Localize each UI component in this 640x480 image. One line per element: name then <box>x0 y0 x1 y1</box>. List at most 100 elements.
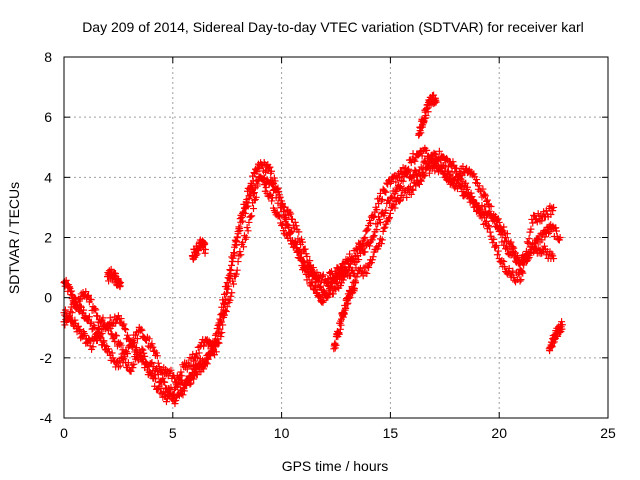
y-tick-label: -4 <box>40 410 53 426</box>
data-point-interp <box>345 293 353 301</box>
data-point-interp <box>524 239 532 247</box>
data-point-interp <box>134 356 142 364</box>
data-point-interp <box>369 214 377 222</box>
data-point <box>365 264 373 272</box>
data-point-interp <box>525 235 533 243</box>
data-point-interp <box>237 218 245 226</box>
data-point-interp <box>276 213 284 221</box>
data-point-interp <box>159 374 167 382</box>
data-point-interp <box>235 223 243 231</box>
data-point <box>245 218 253 226</box>
data-point-interp <box>177 368 185 376</box>
data-point-interp <box>209 347 217 355</box>
data-point-interp <box>286 228 294 236</box>
data-point-interp <box>502 234 510 242</box>
series-fragment-dip-13 <box>330 277 360 353</box>
data-point-interp <box>481 214 489 222</box>
data-point-interp <box>149 343 157 351</box>
data-point-interp <box>463 183 471 191</box>
data-point-interp <box>138 326 146 334</box>
data-point-interp <box>473 176 481 184</box>
data-point-interp <box>301 245 309 253</box>
data-point-interp <box>361 234 369 242</box>
data-point-interp <box>201 240 209 248</box>
data-point-interp <box>153 367 161 375</box>
data-point-interp <box>145 335 153 343</box>
data-point <box>354 246 362 254</box>
data-point-interp <box>549 207 557 215</box>
data-point-interp <box>269 181 277 189</box>
x-tick-label: 0 <box>60 425 68 441</box>
data-point-interp <box>541 233 549 241</box>
data-point-interp <box>108 349 116 357</box>
data-point-interp <box>510 244 518 252</box>
data-point-interp <box>343 300 351 308</box>
data-point-interp <box>340 310 348 318</box>
data-point-interp <box>407 190 415 198</box>
data-point-interp <box>376 218 384 226</box>
data-point-interp <box>255 165 263 173</box>
data-point-interp <box>329 290 337 298</box>
data-point-interp <box>346 250 354 258</box>
data-point-interp <box>500 223 508 231</box>
data-point-interp <box>180 387 188 395</box>
data-point-interp <box>218 329 226 337</box>
data-point-interp <box>550 338 558 346</box>
data-point-interp <box>192 251 200 259</box>
data-point-interp <box>181 381 189 389</box>
data-point-interp <box>379 227 387 235</box>
data-point-interp <box>228 261 236 269</box>
data-point-interp <box>190 375 198 383</box>
data-point-interp <box>220 290 228 298</box>
data-point-interp <box>190 357 198 365</box>
data-point-interp <box>385 214 393 222</box>
data-point-interp <box>281 224 289 232</box>
data-point-interp <box>112 331 120 339</box>
data-point-interp <box>230 280 238 288</box>
data-point-interp <box>521 256 529 264</box>
data-point-interp <box>382 188 390 196</box>
data-point-interp <box>236 227 244 235</box>
data-point <box>558 321 566 329</box>
data-point <box>550 255 558 263</box>
series-fragment-late <box>545 318 566 355</box>
y-tick-labels: -4 -2 0 2 4 6 8 <box>40 49 53 426</box>
data-point-interp <box>154 371 162 379</box>
data-point-interp <box>232 241 240 249</box>
data-point-interp <box>418 152 426 160</box>
data-point-interp <box>456 182 464 190</box>
data-point-interp <box>217 333 225 341</box>
data-point-interp <box>291 218 299 226</box>
data-point-interp <box>179 391 187 399</box>
data-point-interp <box>527 225 535 233</box>
data-point-interp <box>538 249 546 257</box>
data-point-interp <box>305 261 313 269</box>
data-point-interp <box>249 205 257 213</box>
data-point-interp <box>86 320 94 328</box>
data-point-interp <box>492 241 500 249</box>
data-point-interp <box>369 253 377 261</box>
x-tick-label: 25 <box>600 425 616 441</box>
data-point-interp <box>167 366 175 374</box>
data-point-interp <box>153 352 161 360</box>
data-point-interp <box>286 208 294 216</box>
data-point-interp <box>353 273 361 281</box>
data-point-interp <box>140 349 148 357</box>
data-point-interp <box>76 326 84 334</box>
data-point-interp <box>439 169 447 177</box>
data-point <box>556 234 564 241</box>
data-point <box>495 218 503 226</box>
data-point-interp <box>77 302 85 310</box>
data-point-interp <box>68 309 76 317</box>
data-point-interp <box>91 304 99 312</box>
data-point-interp <box>129 364 137 372</box>
data-point-interp <box>268 180 276 188</box>
data-point-interp <box>417 177 425 185</box>
data-point-interp <box>432 150 440 158</box>
data-point-interp <box>292 244 300 252</box>
data-point-interp <box>342 304 350 312</box>
y-tick-label: 2 <box>44 230 52 246</box>
data-point-interp <box>240 243 248 251</box>
data-point-interp <box>74 301 82 309</box>
data-point-interp <box>137 325 145 333</box>
